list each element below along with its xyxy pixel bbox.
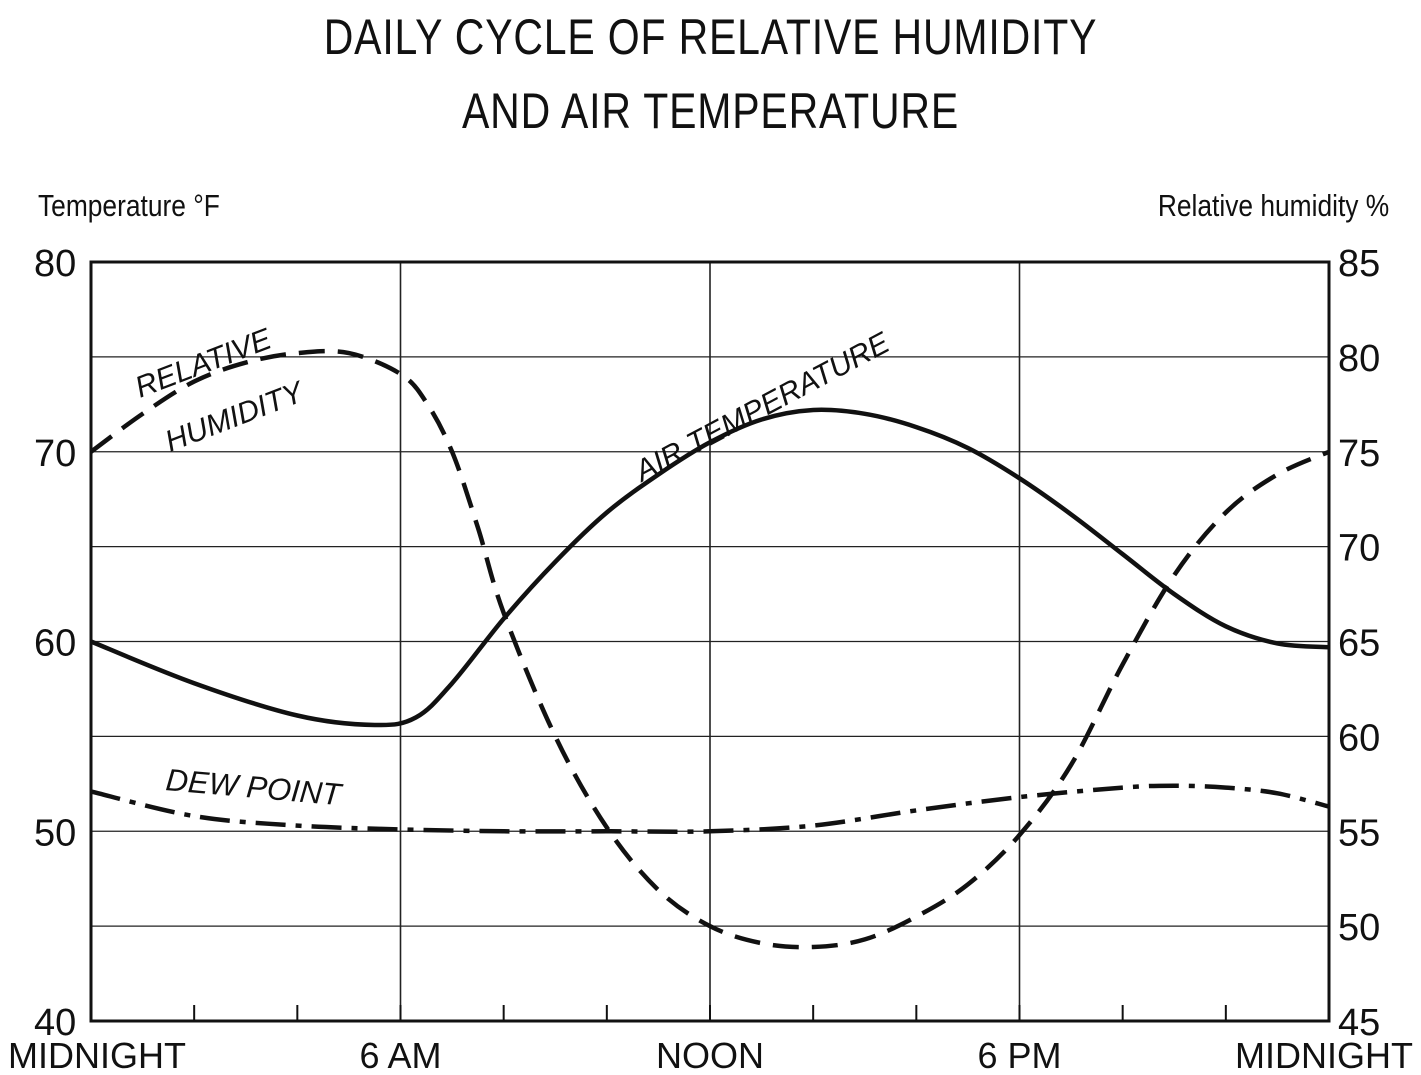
y-left-tick-label: 80 bbox=[34, 243, 76, 285]
y-axis-left-label: Temperature °F bbox=[38, 188, 220, 223]
y-right-tick-label: 55 bbox=[1338, 812, 1380, 854]
y-left-tick-label: 70 bbox=[34, 433, 76, 475]
x-tick-label: 6 AM bbox=[359, 1035, 441, 1075]
y-right-tick-label: 50 bbox=[1338, 907, 1380, 949]
y-right-tick-label: 85 bbox=[1338, 243, 1380, 285]
series-line-dew-point bbox=[90, 783, 1330, 834]
tick-layer bbox=[193, 1005, 1227, 1021]
x-tick-label: MIDNIGHT bbox=[1235, 1035, 1413, 1075]
annotation-dew-point: DEW POINT bbox=[164, 762, 344, 812]
y-axis-right-label: Relative humidity % bbox=[1157, 188, 1389, 223]
x-tick-label: NOON bbox=[656, 1035, 764, 1075]
y-left-tick-label: 60 bbox=[34, 623, 76, 665]
chart-title-line1: DAILY CYCLE OF RELATIVE HUMIDITY bbox=[323, 9, 1098, 65]
annotation-air-temperature: AIR TEMPERATURE bbox=[628, 326, 896, 489]
x-tick-label: MIDNIGHT bbox=[8, 1035, 186, 1075]
y-right-tick-label: 75 bbox=[1338, 433, 1380, 475]
x-tick-label: 6 PM bbox=[977, 1035, 1061, 1075]
annotation-layer: RELATIVE HUMIDITY AIR TEMPERATURE DEW PO… bbox=[131, 322, 896, 812]
series-line-relative-humidity bbox=[89, 348, 1330, 950]
y-left-tick-label: 50 bbox=[34, 812, 76, 854]
y-right-tick-label: 65 bbox=[1338, 623, 1380, 665]
series-line-air-temperature bbox=[90, 407, 1330, 728]
y-right-tick-label: 45 bbox=[1338, 1002, 1380, 1044]
y-left-tick-label: 40 bbox=[34, 1002, 76, 1044]
y-right-tick-label: 60 bbox=[1338, 717, 1380, 759]
series-layer bbox=[89, 348, 1330, 950]
chart-title-line2: AND AIR TEMPERATURE bbox=[461, 83, 960, 139]
grid-layer bbox=[91, 262, 1329, 1021]
y-right-tick-label: 70 bbox=[1338, 528, 1380, 570]
label-layer: 40 50 60 70 80 45 50 55 60 65 70 75 80 85 MIDNIGHT 6 AM… bbox=[8, 243, 1413, 1075]
y-right-tick-label: 80 bbox=[1338, 338, 1380, 380]
